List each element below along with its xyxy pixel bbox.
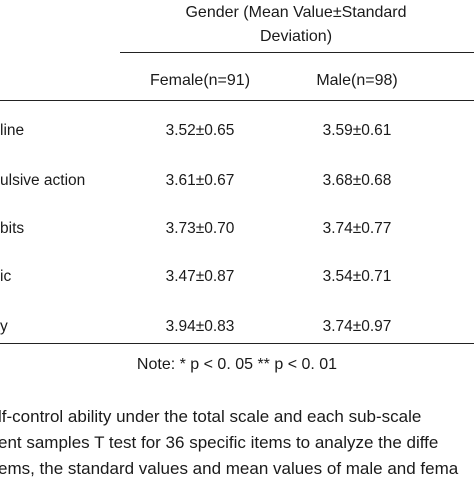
female-value: 3.73±0.70 <box>135 219 265 239</box>
header-bottom-rule <box>0 100 474 101</box>
gender-group-header-line2: Deviation) <box>150 27 442 47</box>
table-note: Note: * p < 0. 05 ** p < 0. 01 <box>0 355 474 375</box>
group-header-rule <box>120 52 474 53</box>
paragraph-line: ent samples T test for 36 specific items… <box>0 432 438 454</box>
row-label: ulsive action <box>0 171 85 191</box>
paragraph-line: ems, the standard values and mean values… <box>0 458 458 480</box>
female-value: 3.47±0.87 <box>135 267 265 287</box>
row-label: ic <box>0 267 11 287</box>
male-value: 3.68±0.68 <box>292 171 422 191</box>
female-value: 3.94±0.83 <box>135 317 265 337</box>
column-header-female: Female(n=91) <box>135 71 265 91</box>
paragraph-line: lf-control ability under the total scale… <box>0 406 421 428</box>
row-label: y <box>0 317 8 337</box>
gender-group-header-line1: Gender (Mean Value±Standard <box>150 3 442 23</box>
male-value: 3.74±0.77 <box>292 219 422 239</box>
female-value: 3.52±0.65 <box>135 121 265 141</box>
row-label: line <box>0 121 24 141</box>
row-label: bits <box>0 219 24 239</box>
table-bottom-rule <box>0 343 474 344</box>
female-value: 3.61±0.67 <box>135 171 265 191</box>
male-value: 3.59±0.61 <box>292 121 422 141</box>
column-header-male: Male(n=98) <box>292 71 422 91</box>
male-value: 3.54±0.71 <box>292 267 422 287</box>
male-value: 3.74±0.97 <box>292 317 422 337</box>
